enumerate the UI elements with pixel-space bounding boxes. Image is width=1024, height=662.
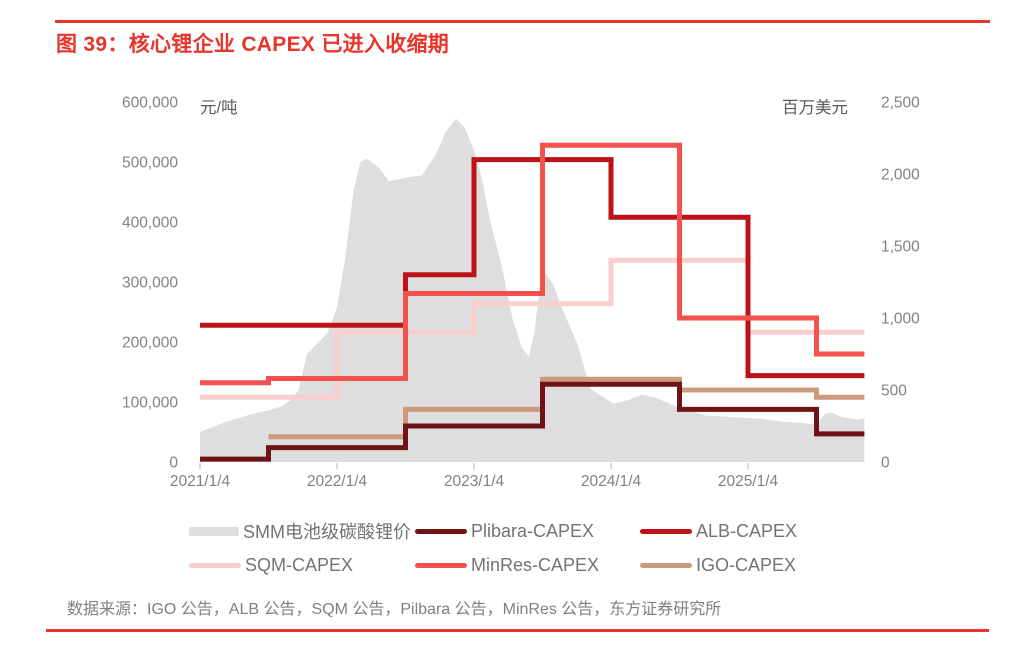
x-tick-label: 2024/1/4 [581,473,642,490]
y-left-tick-label: 0 [169,455,178,472]
legend-item-plibara: Plibara-CAPEX [415,520,594,542]
legend-label: ALB-CAPEX [696,520,798,541]
left-axis-unit-label: 元/吨 [200,98,238,117]
footer-rule [46,629,989,632]
legend-area-swatch [189,526,239,536]
figure-title: 图 39：核心锂企业 CAPEX 已进入收缩期 [56,33,450,56]
legend-item-igo: IGO-CAPEX [640,554,796,576]
legend-line-swatch [189,562,241,568]
capex-line-plibara [200,381,865,462]
legend-label: SMM电池级碳酸锂价 [243,522,411,542]
header-rule [55,20,990,23]
y-right-tick-label: 500 [881,383,907,400]
y-right-tick-label: 1,500 [881,239,920,256]
y-left-tick-label: 100,000 [122,395,178,412]
y-left-tick-label: 300,000 [122,275,178,292]
legend-item-minres: MinRes-CAPEX [415,554,599,576]
legend-label: MinRes-CAPEX [471,554,600,575]
legend-label: IGO-CAPEX [696,554,797,575]
right-axis-unit-label: 百万美元 [782,98,848,117]
y-left-tick-label: 400,000 [122,215,178,232]
legend-item-smm: SMM电池级碳酸锂价 [189,520,411,542]
y-right-tick-label: 1,000 [881,311,920,328]
y-left-tick-label: 200,000 [122,335,178,352]
legend-item-sqm: SQM-CAPEX [189,554,353,576]
axes: 600,000 500,000 400,000 300,000 200,000 100,0… [122,95,920,491]
y-left-tick-label: 600,000 [122,95,178,112]
y-right-tick-label: 2,000 [881,167,920,184]
legend-item-alb: ALB-CAPEX [640,520,797,542]
legend-label: SQM-CAPEX [245,554,354,575]
x-tick-label: 2021/1/4 [170,473,231,490]
legend-line-swatch [415,528,467,534]
legend-line-swatch [640,562,692,568]
legend-line-swatch [415,562,467,568]
x-tick-label: 2023/1/4 [444,473,505,490]
y-right-tick-label: 0 [881,455,890,472]
legend-line-swatch [640,528,692,534]
source-note: 数据来源：IGO 公告，ALB 公告，SQM 公告，Pilbara 公告，Min… [67,601,722,618]
y-right-tick-label: 2,500 [881,95,920,112]
legend-label: Plibara-CAPEX [471,520,595,541]
capex-line-minres [200,142,865,386]
x-tick-label: 2025/1/4 [718,473,779,490]
x-tick-label: 2022/1/4 [307,473,368,490]
y-left-tick-label: 500,000 [122,155,178,172]
